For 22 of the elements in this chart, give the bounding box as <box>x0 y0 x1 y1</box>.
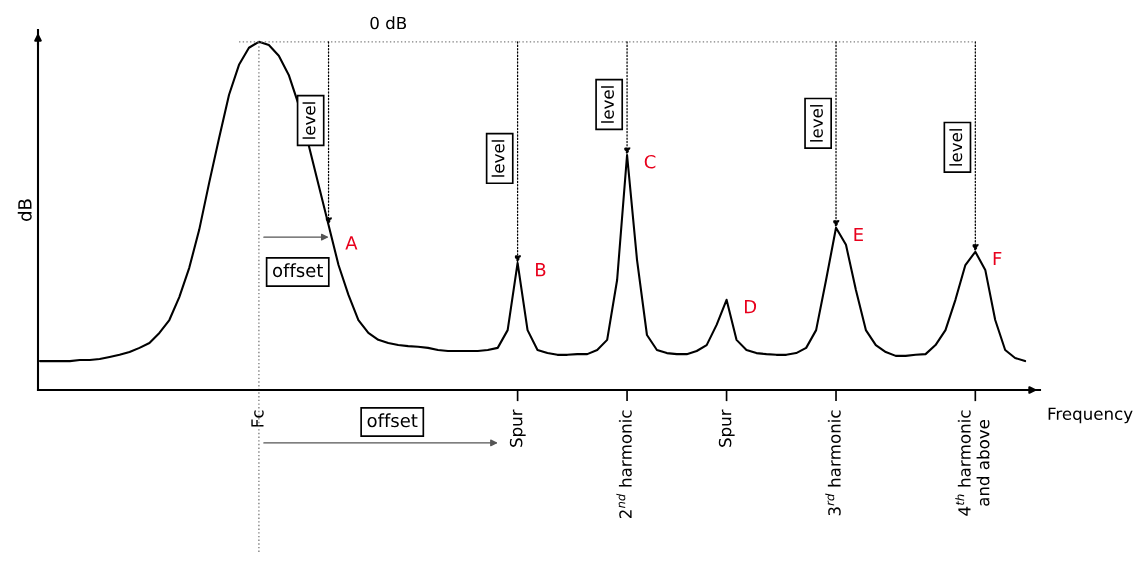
x-tick-label: 4$^{th}$ harmonic and above <box>955 410 990 516</box>
annotation: offset <box>273 263 323 278</box>
annotation: A <box>345 236 358 250</box>
x-tick-label: 3$^{rd}$ harmonic <box>825 410 841 516</box>
x-tick-label: Spur <box>718 409 735 447</box>
text: 0 dB <box>370 16 407 30</box>
x-tick-label: Spur <box>509 409 526 447</box>
annotation: level <box>601 86 614 123</box>
x-tick-label: 2$^{nd}$ harmonic <box>616 410 632 519</box>
annotation: level <box>810 105 823 142</box>
annotation: F <box>993 251 1002 266</box>
annotation: level <box>949 129 963 166</box>
annotation: level <box>491 140 505 177</box>
text: offset <box>367 413 418 428</box>
annotation: level <box>302 102 316 139</box>
annotation: E <box>854 227 863 242</box>
x-tick-label: Fc <box>251 410 264 427</box>
x-axis-title: Frequency <box>1048 407 1133 424</box>
annotation: C <box>644 154 656 169</box>
annotation: D <box>745 299 757 314</box>
annotation: B <box>536 263 546 277</box>
y-axis-title: dB <box>17 199 32 221</box>
